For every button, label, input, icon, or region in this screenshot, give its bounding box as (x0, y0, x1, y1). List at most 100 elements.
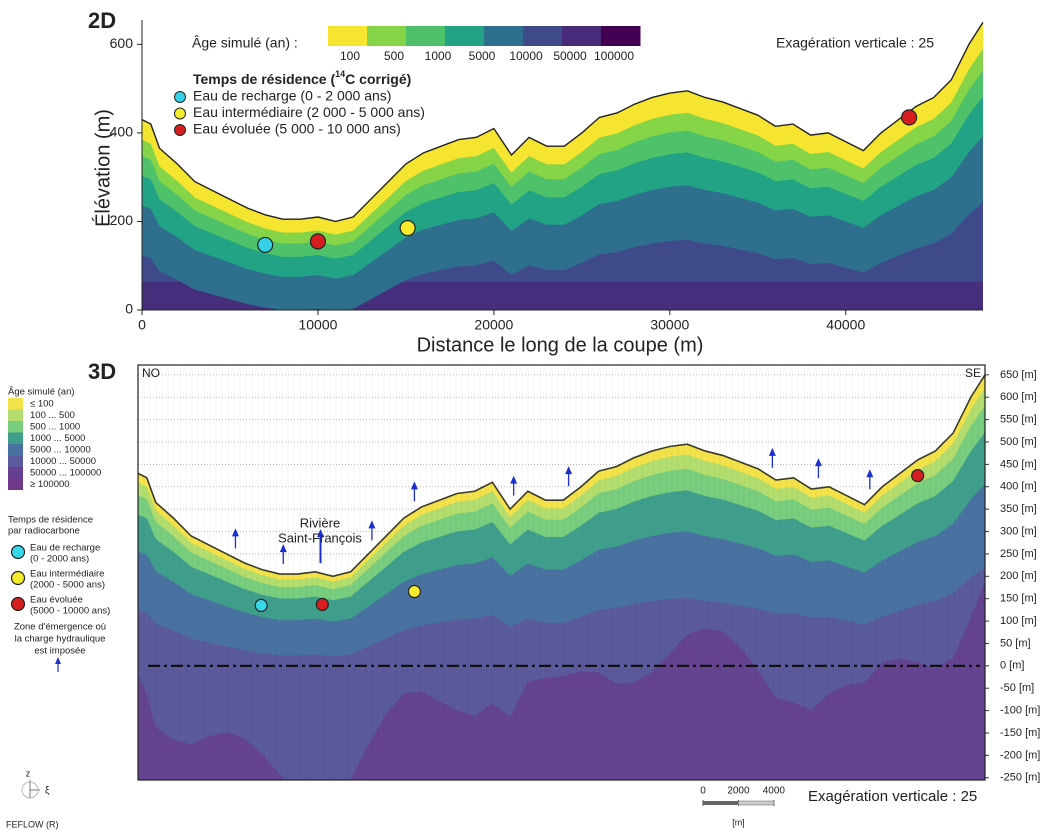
sample-point (254, 598, 268, 613)
corner-label: SE (965, 366, 981, 380)
age-swatch (562, 26, 602, 46)
age-label: 1000 (425, 49, 452, 63)
panel-label: 3D (88, 359, 116, 384)
legend-label: Eau intermédiaire (2 000 - 5 000 ans) (193, 104, 425, 120)
sample-point (309, 233, 327, 250)
y-tick-label: -250 [m] (1000, 772, 1040, 784)
x-tick-label: 20000 (474, 317, 513, 333)
y-tick-label: 450 [m] (1000, 458, 1037, 470)
legend-marker (174, 107, 186, 120)
y-tick-label: 50 [m] (1000, 637, 1031, 649)
legend-label: Eau intermédiaire (30, 569, 104, 580)
emergence-arrowhead (410, 481, 418, 490)
legend-arrowhead (55, 657, 61, 664)
emergence-arrowhead (279, 544, 287, 553)
age-label: ≥ 100000 (30, 479, 70, 490)
age-label: 5000 (469, 49, 496, 63)
age-swatch (8, 409, 23, 421)
age-bands-3d (138, 365, 985, 780)
y-tick-label: 600 (110, 35, 134, 51)
scale-label: 4000 (763, 786, 786, 797)
vertical-exaggeration: Exagération verticale : 25 (776, 35, 934, 51)
residence-title: Temps de résidence (8, 515, 93, 526)
legend-label: Eau de recharge (30, 543, 100, 554)
x-tick-label: 40000 (826, 317, 865, 333)
y-tick-label: 500 [m] (1000, 436, 1037, 448)
software-label: FEFLOW (R) (6, 819, 59, 829)
x-tick-label: 30000 (650, 317, 689, 333)
sample-point (257, 236, 274, 254)
sample-point (407, 584, 422, 599)
emergence-arrowhead (565, 466, 573, 475)
y-tick-label: 650 [m] (1000, 369, 1037, 381)
age-swatch (8, 478, 23, 490)
age-label: 100 (340, 49, 360, 63)
age-swatch (445, 26, 485, 46)
residence-title: Temps de résidence (14C corrigé) (193, 69, 411, 86)
y-tick-label: -200 [m] (1000, 749, 1040, 761)
y-tick-label: 600 [m] (1000, 391, 1037, 403)
age-bands (142, 22, 983, 310)
legend-marker (10, 570, 26, 586)
legend-marker (10, 596, 26, 612)
age-label: 5000 ... 10000 (30, 445, 91, 456)
legend-marker (174, 91, 186, 103)
vertical-exaggeration: Exagération verticale : 25 (808, 788, 977, 805)
legend-label: (2000 - 5000 ans) (30, 580, 105, 591)
residence-title-part: C corrigé) (345, 71, 411, 87)
legend-label: Eau évoluée (5 000 - 10 000 ans) (193, 121, 401, 137)
age-label: 500 ... 1000 (30, 422, 80, 433)
age-swatch (8, 432, 23, 444)
corner-label: NO (142, 366, 160, 380)
age-swatch (484, 26, 524, 46)
section-frame (137, 364, 986, 781)
age-band (138, 581, 985, 780)
age-swatch (367, 26, 407, 46)
age-label: ≤ 100 (30, 399, 54, 410)
age-swatch (8, 455, 23, 467)
y-tick-label: 300 [m] (1000, 525, 1037, 537)
residence-title-part: Temps de résidence ( (193, 71, 335, 87)
age-swatch (328, 26, 368, 46)
age-swatch (406, 26, 446, 46)
age-label: 10000 (509, 49, 543, 63)
y-tick-label: -50 [m] (1000, 682, 1034, 694)
river-label: Saint-François (278, 530, 362, 545)
legend-label: (5000 - 10000 ans) (30, 606, 110, 617)
y-tick-label: 400 [m] (1000, 481, 1037, 493)
legend-label: (0 - 2000 ans) (30, 554, 89, 565)
sample-point (901, 109, 918, 126)
y-tick-label: 100 [m] (1000, 615, 1037, 627)
emergence-arrowhead (768, 447, 776, 456)
y-tick-label: -150 [m] (1000, 727, 1040, 739)
y-tick-label: 350 [m] (1000, 503, 1037, 515)
emergence-arrowhead (231, 528, 239, 537)
x-axis-label: Distance le long de la coupe (m) (417, 334, 704, 356)
age-legend-title: Âge simulé (an) : (192, 35, 298, 51)
age-swatch (601, 26, 641, 46)
age-swatch (523, 26, 563, 46)
emergence-arrowhead (814, 458, 822, 467)
legend-label: Eau de recharge (0 - 2 000 ans) (193, 88, 391, 104)
age-swatch (8, 467, 23, 479)
y-axis-label: Élévation (m) (91, 109, 114, 227)
y-tick-label: 200 [m] (1000, 570, 1037, 582)
y-tick-label: -100 [m] (1000, 705, 1040, 717)
legend-label: Eau évoluée (30, 595, 83, 606)
y-tick-label: 0 [m] (1000, 660, 1024, 672)
y-tick-label: 200 (110, 212, 134, 228)
y-tick-label: 150 [m] (1000, 593, 1037, 605)
x-tick-label: 0 (138, 317, 146, 333)
emergence-legend: la charge hydraulique (15, 634, 106, 645)
y-tick-label: 250 [m] (1000, 548, 1037, 560)
y-tick-label: 550 [m] (1000, 414, 1037, 426)
age-label: 10000 ... 50000 (30, 456, 96, 467)
panel-label: 2D (88, 8, 116, 33)
axis-glyph-label: z (26, 768, 31, 778)
age-band (142, 22, 983, 246)
age-label: 50000 (553, 49, 587, 63)
scale-bar (703, 801, 739, 805)
emergence-arrowhead (317, 529, 325, 538)
emergence-arrowhead (368, 520, 376, 529)
